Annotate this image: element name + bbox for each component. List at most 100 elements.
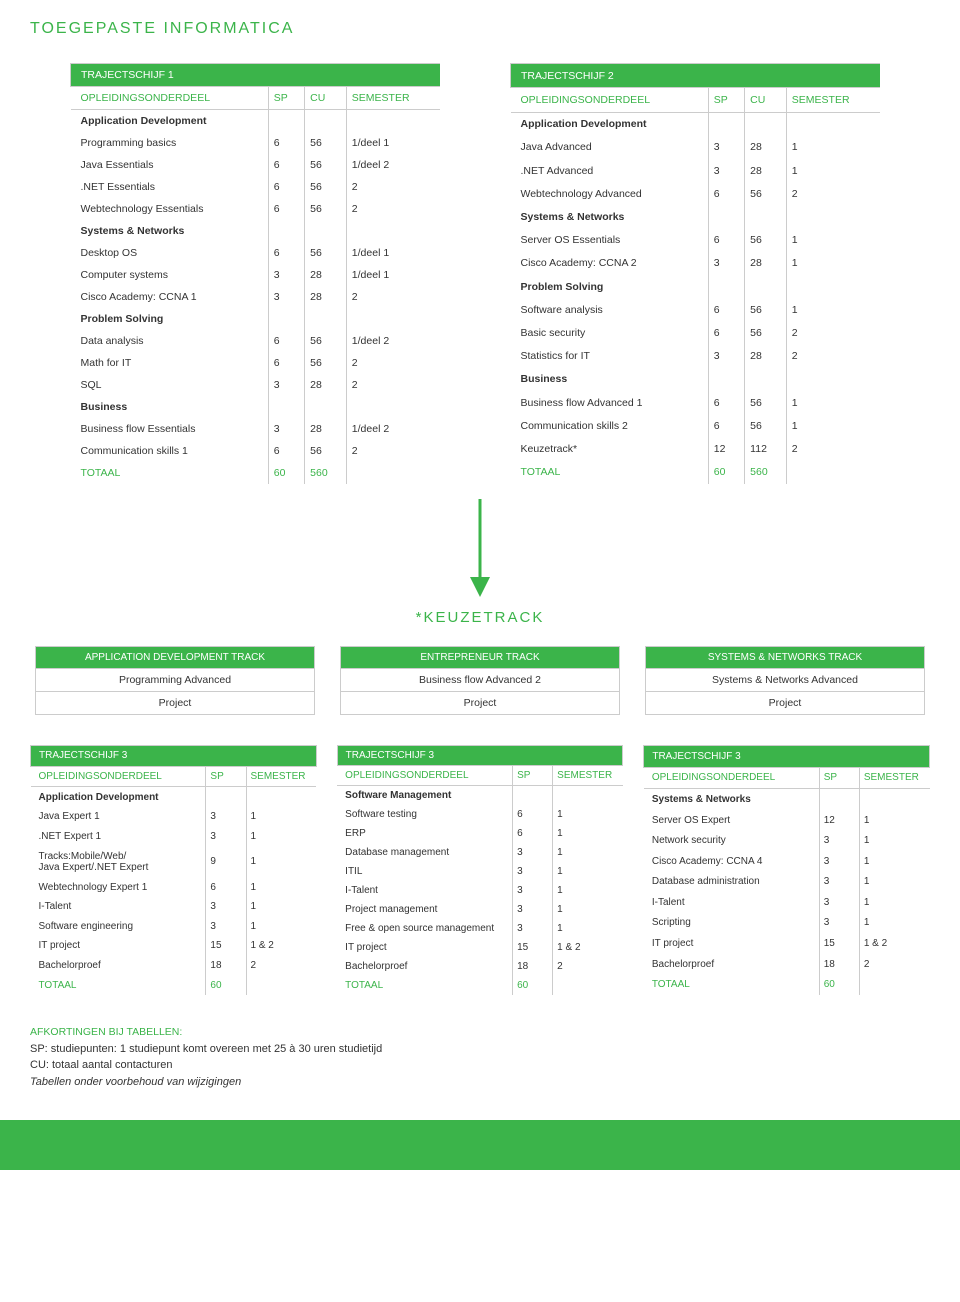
table-row: Bachelorproef 18 2 [337, 957, 623, 976]
footer-line-sp: SP: studiepunten: 1 studiepunt komt over… [30, 1041, 930, 1058]
cell-cu: 28 [305, 286, 347, 308]
table-row: Webtechnology Advanced 6 56 2 [511, 182, 881, 205]
footer-heading: AFKORTINGEN BIJ TABELLEN: [30, 1025, 930, 1041]
cell-sp [708, 112, 744, 136]
cell-sp [708, 368, 744, 391]
cell-cu: 28 [305, 418, 347, 440]
cell-semester [553, 976, 623, 995]
track-box-header: ENTREPRENEUR TRACK [341, 647, 619, 668]
table-row: Communication skills 2 6 56 1 [511, 414, 881, 437]
cell-cu: 56 [745, 182, 787, 205]
cell-name: Bachelorproef [644, 954, 819, 975]
cell-sp: 3 [819, 851, 859, 872]
cell-name: ERP [337, 824, 512, 843]
cell-name: SQL [71, 374, 269, 396]
cell-semester: 1 [859, 830, 929, 851]
cell-semester: 2 [246, 956, 316, 976]
cell-semester [246, 787, 316, 807]
cell-sp: 3 [708, 159, 744, 182]
table-row: Software testing 6 1 [337, 805, 623, 824]
cell-semester [346, 110, 440, 133]
col-sp: SP [819, 767, 859, 789]
track-box: ENTREPRENEUR TRACK Business flow Advance… [340, 646, 620, 715]
cell-sp [268, 308, 304, 330]
cell-semester: 2 [859, 954, 929, 975]
track-boxes-container: APPLICATION DEVELOPMENT TRACK Programmin… [30, 646, 930, 715]
table-row: Software engineering 3 1 [31, 916, 317, 936]
cell-cu: 56 [745, 321, 787, 344]
table-row: Server OS Expert 12 1 [644, 810, 930, 831]
cell-cu [305, 308, 347, 330]
cell-name: Free & open source management [337, 919, 512, 938]
cell-name: IT project [644, 933, 819, 954]
col-cu: CU [745, 88, 787, 112]
cell-semester [246, 975, 316, 995]
cell-sp: 3 [268, 374, 304, 396]
cell-name: Server OS Expert [644, 810, 819, 831]
track-box-row: Business flow Advanced 2 [341, 668, 619, 691]
table-row: Problem Solving [511, 275, 881, 298]
table-row: Application Development [511, 112, 881, 136]
cell-name: Cisco Academy: CCNA 2 [511, 252, 709, 275]
col-sp: SP [206, 766, 246, 787]
cell-semester: 1 [246, 877, 316, 897]
table-title: TRAJECTSCHIJF 2 [511, 64, 881, 88]
cell-cu: 112 [745, 437, 787, 460]
cell-sp: 6 [708, 182, 744, 205]
cell-sp: 3 [268, 264, 304, 286]
table-row: TOTAAL 60 560 [71, 462, 441, 484]
cell-sp: 3 [206, 807, 246, 827]
cell-semester: 1/deel 1 [346, 132, 440, 154]
cell-name: Bachelorproef [337, 957, 512, 976]
cell-sp [708, 275, 744, 298]
cell-semester: 1 [859, 872, 929, 893]
cell-semester: 1 [786, 391, 880, 414]
table-row: Scripting 3 1 [644, 913, 930, 934]
cell-semester: 1 [859, 810, 929, 831]
cell-cu: 28 [305, 264, 347, 286]
trajectschijf-3-table: TRAJECTSCHIJF 3 OPLEIDINGSONDERDEEL SP S… [643, 745, 930, 995]
cell-name: Software engineering [31, 916, 206, 936]
cell-cu: 56 [745, 298, 787, 321]
cell-name: Network security [644, 830, 819, 851]
arrow-down-container [30, 499, 930, 599]
cell-name: Math for IT [71, 352, 269, 374]
cell-cu: 56 [305, 330, 347, 352]
cell-sp: 3 [708, 252, 744, 275]
cell-semester [346, 308, 440, 330]
cell-sp: 60 [513, 976, 553, 995]
cell-sp: 3 [206, 897, 246, 917]
cell-name: Programming basics [71, 132, 269, 154]
trajectschijf-3-table: TRAJECTSCHIJF 3 OPLEIDINGSONDERDEEL SP S… [30, 745, 317, 995]
cell-sp: 3 [206, 827, 246, 847]
cell-sp: 12 [708, 437, 744, 460]
cell-sp: 18 [819, 954, 859, 975]
cell-semester [346, 462, 440, 484]
cell-name: Problem Solving [71, 308, 269, 330]
table-row: Webtechnology Essentials 6 56 2 [71, 198, 441, 220]
cell-name: Basic security [511, 321, 709, 344]
cell-semester [786, 275, 880, 298]
cell-name: IT project [337, 938, 512, 957]
table-row: Software analysis 6 56 1 [511, 298, 881, 321]
cell-semester: 1/deel 2 [346, 330, 440, 352]
cell-semester: 2 [346, 352, 440, 374]
col-semester: SEMESTER [859, 767, 929, 789]
cell-sp: 9 [206, 846, 246, 877]
track-box-row: Project [36, 691, 314, 714]
cell-sp: 3 [513, 881, 553, 900]
cell-semester: 1 [553, 919, 623, 938]
cell-sp: 3 [708, 345, 744, 368]
cell-sp: 6 [708, 229, 744, 252]
table-row: Business [71, 396, 441, 418]
cell-semester: 2 [346, 286, 440, 308]
col-semester: SEMESTER [553, 766, 623, 786]
cell-name: Webtechnology Essentials [71, 198, 269, 220]
cell-semester: 1 [786, 298, 880, 321]
cell-name: Computer systems [71, 264, 269, 286]
cell-sp: 6 [206, 877, 246, 897]
cell-name: Java Advanced [511, 136, 709, 159]
cell-semester: 2 [786, 182, 880, 205]
cell-name: ITIL [337, 862, 512, 881]
table-row: TOTAAL 60 [644, 974, 930, 995]
